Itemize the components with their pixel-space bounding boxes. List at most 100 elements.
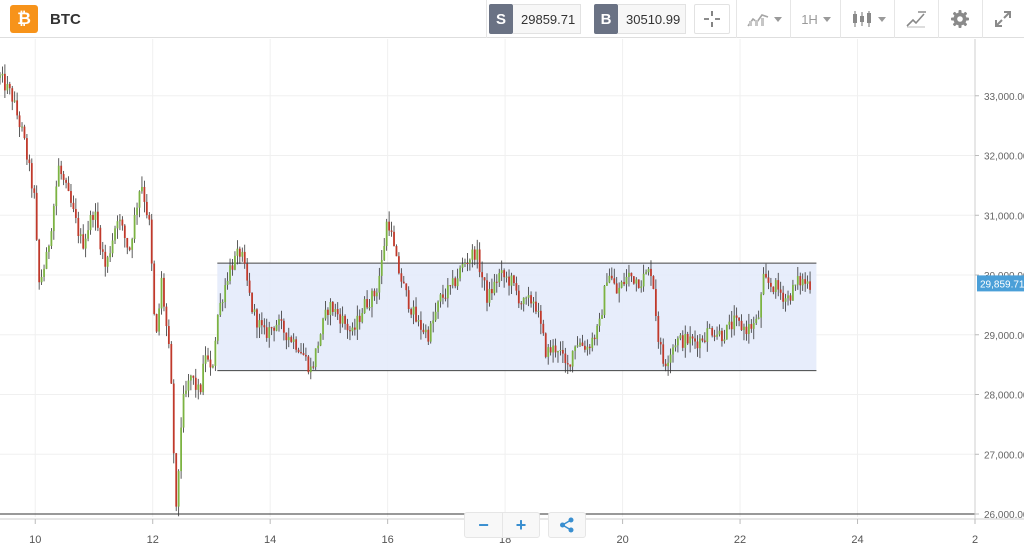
candle-body	[380, 259, 383, 276]
candle-body	[373, 290, 376, 297]
chevron-down-icon	[822, 16, 831, 22]
y-tick-label: 33,000.00	[984, 92, 1024, 103]
candle-body	[82, 234, 85, 249]
candle-body	[221, 302, 224, 304]
candle-body	[77, 217, 80, 237]
candle-body	[368, 307, 371, 309]
candle-body	[615, 283, 618, 294]
settings-button[interactable]	[944, 4, 976, 34]
candle-body	[170, 343, 173, 384]
candle-body	[344, 315, 346, 324]
candle-body	[503, 270, 506, 278]
candle-body	[177, 471, 180, 507]
candle-body	[319, 334, 322, 346]
timeframe-label: 1H	[801, 11, 818, 27]
candle-body	[339, 314, 342, 324]
share-button[interactable]	[548, 512, 586, 538]
candle-body	[94, 211, 97, 220]
asset-name: BTC	[50, 10, 81, 28]
candle-body	[67, 182, 70, 192]
candle-body	[128, 247, 131, 250]
candle-body	[767, 277, 770, 283]
candle-body	[510, 275, 513, 286]
candle-body	[270, 327, 273, 329]
candle-body	[464, 263, 466, 265]
candle-body	[388, 221, 391, 231]
candle-body	[11, 88, 14, 102]
zoom-out-button[interactable]: −	[478, 514, 489, 535]
asset-selector[interactable]: ₿ BTC	[10, 5, 81, 33]
candle-body	[62, 174, 65, 180]
candle-body	[613, 278, 616, 284]
drawing-tools-button[interactable]	[898, 4, 934, 34]
candle-body	[606, 282, 608, 286]
candle-body	[772, 286, 775, 293]
chart-type-button[interactable]	[744, 4, 784, 34]
crosshair-button[interactable]	[694, 4, 730, 34]
buy-price: 30510.99	[618, 4, 687, 34]
candle-body	[119, 219, 121, 222]
candle-body	[527, 295, 530, 298]
candle-body	[547, 347, 550, 357]
candle-body	[420, 319, 422, 330]
candle-body	[721, 330, 723, 342]
divider	[486, 0, 487, 38]
x-tick-label: 2	[972, 534, 978, 546]
candle-body	[273, 327, 275, 331]
candle-body	[141, 186, 143, 192]
candle-body	[439, 294, 442, 302]
price-chart[interactable]: 26,000.0027,000.0028,000.0029,000.0030,0…	[0, 39, 1024, 552]
candle-body	[806, 281, 809, 284]
candle-body	[684, 333, 687, 348]
candle-body	[801, 279, 804, 286]
candle-body	[552, 345, 554, 353]
candle-body	[280, 319, 283, 321]
candle-body	[302, 353, 305, 355]
candle-body	[508, 276, 510, 286]
zoom-in-button[interactable]: +	[502, 513, 539, 537]
candle-body	[598, 318, 601, 326]
candle-body	[30, 163, 33, 189]
candle-body	[106, 257, 109, 267]
candle-body	[635, 279, 638, 284]
candle-body	[346, 323, 349, 331]
candle-body	[723, 339, 726, 342]
candle-body	[114, 228, 116, 241]
fullscreen-button[interactable]	[988, 4, 1018, 34]
candle-body	[126, 238, 129, 248]
candle-body	[351, 327, 354, 332]
candle-body	[28, 159, 31, 164]
candle-body	[456, 278, 459, 287]
candle-body	[402, 281, 405, 284]
indicators-button[interactable]	[846, 4, 890, 34]
candle-body	[16, 100, 19, 116]
candle-body	[549, 347, 552, 353]
candle-body	[248, 280, 251, 293]
candle-body	[628, 272, 630, 277]
candle-body	[89, 215, 92, 231]
candle-body	[473, 249, 476, 260]
candle-body	[667, 362, 670, 367]
candle-body	[432, 320, 435, 324]
candle-body	[13, 100, 16, 102]
candle-body	[383, 245, 386, 260]
candle-body	[468, 259, 471, 264]
candle-body	[647, 268, 650, 273]
candle-body	[329, 301, 332, 315]
candle-body	[792, 284, 794, 301]
candle-body	[192, 375, 195, 378]
candle-body	[6, 83, 9, 91]
candle-body	[1, 73, 4, 76]
candle-body	[172, 383, 175, 454]
candle-body	[412, 306, 415, 315]
candle-body	[650, 268, 652, 277]
candle-body	[593, 337, 596, 340]
candle-body	[796, 276, 799, 285]
candle-body	[459, 267, 461, 279]
buy-button[interactable]: B 30510.99	[594, 4, 687, 34]
candle-body	[185, 390, 187, 394]
timeframe-dropdown[interactable]: 1H	[796, 4, 836, 34]
candle-body	[498, 273, 501, 283]
candlestick-chart[interactable]: 26,000.0027,000.0028,000.0029,000.0030,0…	[0, 39, 1024, 552]
sell-button[interactable]: S 29859.71	[489, 4, 582, 34]
